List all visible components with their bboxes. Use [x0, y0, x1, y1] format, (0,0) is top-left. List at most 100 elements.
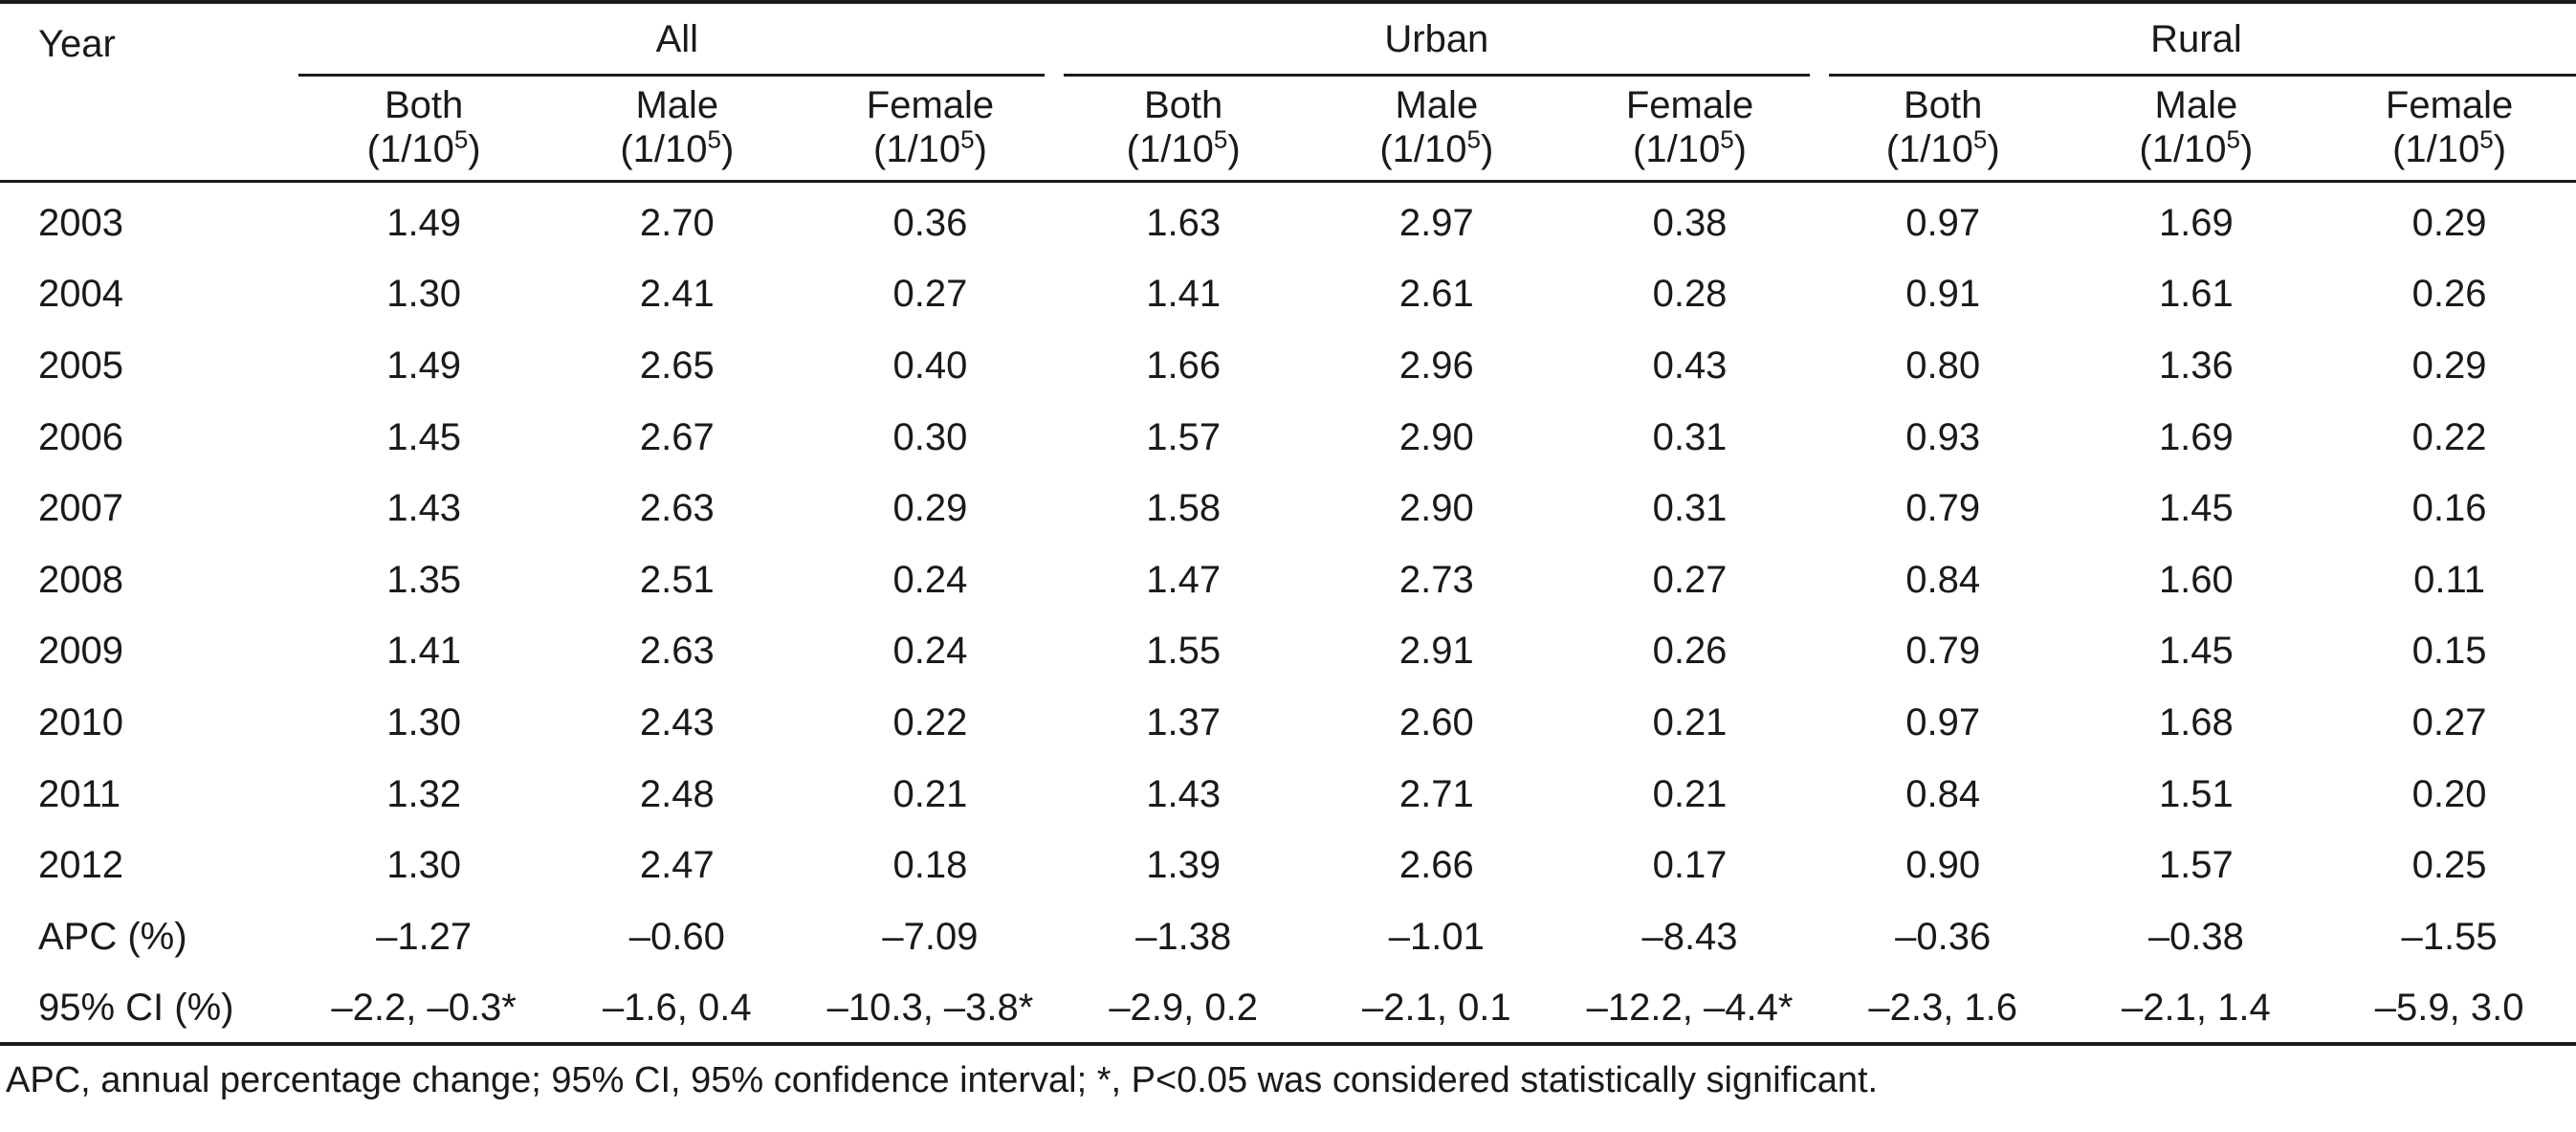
value-cell: –12.2, –4.4*	[1586, 987, 1794, 1030]
value-cell: 1.57	[2158, 844, 2234, 887]
subheader-row: Both (1/105) Male (1/105) Female (1/105) Both(…	[0, 75, 2576, 180]
value-cell: 2.43	[639, 700, 715, 744]
value-cell: 2.60	[1398, 700, 1474, 744]
subheader-cell: Male (1/105)	[1310, 75, 1564, 180]
data-table: Year All Urban Rural Both (1/105) Male (1/1…	[0, 4, 2576, 1044]
value-cell: 2.70	[639, 201, 715, 244]
value-cell: 0.22	[892, 700, 968, 744]
subheader-unit: (1/10	[1379, 128, 1467, 170]
group-header-all: All	[655, 17, 699, 60]
group-header-urban: Urban	[1384, 17, 1489, 60]
value-cell: –5.9, 3.0	[2374, 987, 2524, 1030]
value-cell: 2.63	[639, 487, 715, 530]
value-cell: 0.22	[2411, 415, 2487, 458]
value-cell: 1.55	[1146, 630, 1222, 673]
value-cell: 2.66	[1398, 844, 1474, 887]
subheader-name: Female	[866, 84, 995, 126]
table-row: 2008 1.35 2.51 0.24 1.47 2.73 0.27 0.84 1.60 0.11	[0, 544, 2576, 616]
value-cell: 0.21	[1652, 772, 1728, 815]
value-cell: 0.80	[1905, 344, 1981, 387]
value-cell: 0.31	[1652, 487, 1728, 530]
subheader-unit-exponent: 5	[2226, 124, 2241, 154]
table-row: 2009 1.41 2.63 0.24 1.55 2.91 0.26 0.79 1.45 0.15	[0, 616, 2576, 688]
value-cell: 0.11	[2413, 558, 2486, 601]
subheader-unit-exponent: 5	[1213, 124, 1228, 154]
value-cell: 0.90	[1905, 844, 1981, 887]
value-cell: 0.36	[892, 201, 968, 244]
value-cell: –1.38	[1135, 915, 1232, 958]
value-cell: 1.43	[386, 487, 462, 530]
value-cell: 0.18	[892, 844, 968, 887]
table-row: 95% CI (%) –2.2, –0.3* –1.6, 0.4 –10.3, –3.…	[0, 973, 2576, 1045]
value-cell: 0.79	[1905, 487, 1981, 530]
value-cell: 0.16	[2411, 487, 2487, 530]
table-row: 2003 1.49 2.70 0.36 1.63 2.97 0.38 0.97 1.69 0.29	[0, 180, 2576, 259]
value-cell: –10.3, –3.8*	[826, 987, 1034, 1030]
value-cell: 1.32	[386, 772, 462, 815]
value-cell: –1.6, 0.4	[602, 987, 752, 1030]
value-cell: 0.30	[892, 415, 968, 458]
subheader-unit: (1/10	[2139, 128, 2227, 170]
table-row: APC (%) –1.27 –0.60 –7.09 –1.38 –1.01 –8.43 –0.…	[0, 901, 2576, 973]
year-header-label: Year	[38, 23, 116, 65]
bottom-rule	[0, 1042, 2576, 1046]
value-cell: –2.2, –0.3*	[331, 987, 517, 1030]
value-cell: 0.21	[892, 772, 968, 815]
subheader-unit-close: )	[1733, 128, 1747, 170]
value-cell: 0.25	[2411, 844, 2487, 887]
value-cell: –7.09	[882, 915, 979, 958]
row-label: 2006	[38, 415, 123, 458]
subheader-unit-exponent: 5	[960, 124, 975, 154]
value-cell: –1.55	[2401, 915, 2498, 958]
value-cell: 2.96	[1398, 344, 1474, 387]
value-cell: 0.29	[892, 487, 968, 530]
subheader-unit-exponent: 5	[2479, 124, 2494, 154]
value-cell: –1.27	[376, 915, 473, 958]
row-label: 2011	[38, 772, 121, 815]
subheader-cell: Female (1/105)	[1563, 75, 1816, 180]
value-cell: 2.47	[639, 844, 715, 887]
value-cell: 1.45	[386, 415, 462, 458]
subheader-unit-close: )	[1480, 128, 1494, 170]
table-body: 2003 1.49 2.70 0.36 1.63 2.97 0.38 0.97 1.69 0.29…	[0, 180, 2576, 1044]
row-label: 2007	[38, 487, 123, 530]
value-cell: 1.36	[2158, 344, 2234, 387]
value-cell: 0.29	[2411, 344, 2487, 387]
value-cell: –2.1, 0.1	[1361, 987, 1511, 1030]
value-cell: 0.24	[892, 558, 968, 601]
value-cell: 0.27	[1652, 558, 1728, 601]
value-cell: –2.9, 0.2	[1109, 987, 1258, 1030]
value-cell: 1.60	[2158, 558, 2234, 601]
value-cell: 0.31	[1652, 415, 1728, 458]
row-label: 95% CI (%)	[38, 987, 234, 1030]
table-footnote: APC, annual percentage change; 95% CI, 9…	[6, 1060, 1879, 1100]
value-cell: 1.30	[386, 844, 462, 887]
value-cell: 1.35	[386, 558, 462, 601]
subheader-name: Female	[2385, 84, 2514, 126]
group-header-rural: Rural	[2150, 17, 2242, 60]
subheader-unit: (1/10	[2392, 128, 2480, 170]
table-row: 2011 1.32 2.48 0.21 1.43 2.71 0.21 0.84 1.51 0.20	[0, 759, 2576, 831]
value-cell: –2.1, 1.4	[2122, 987, 2271, 1030]
subheader-unit-exponent: 5	[1466, 124, 1481, 154]
subheader-cell: Male (1/105)	[550, 75, 804, 180]
value-cell: 0.28	[1652, 273, 1728, 316]
subheader-name: Both	[384, 84, 464, 126]
value-cell: 2.73	[1398, 558, 1474, 601]
subheader-cell: Female (1/105)	[2323, 75, 2576, 180]
value-cell: 2.61	[1398, 273, 1474, 316]
subheader-unit: (1/10	[1126, 128, 1214, 170]
value-cell: –0.36	[1895, 915, 1992, 958]
subheader-unit-exponent: 5	[1972, 124, 1988, 154]
value-cell: 1.66	[1146, 344, 1222, 387]
value-cell: 0.27	[892, 273, 968, 316]
table-row: 2006 1.45 2.67 0.30 1.57 2.90 0.31 0.93 1.69 0.22	[0, 402, 2576, 474]
subheader-unit-close: )	[468, 128, 481, 170]
value-cell: 2.51	[639, 558, 715, 601]
subheader-cell: Both (1/105)	[1057, 75, 1310, 180]
value-cell: 0.97	[1905, 201, 1981, 244]
group-rule-all	[298, 74, 1045, 77]
value-cell: 0.79	[1905, 630, 1981, 673]
value-cell: –2.3, 1.6	[1868, 987, 2018, 1030]
value-cell: 0.40	[892, 344, 968, 387]
